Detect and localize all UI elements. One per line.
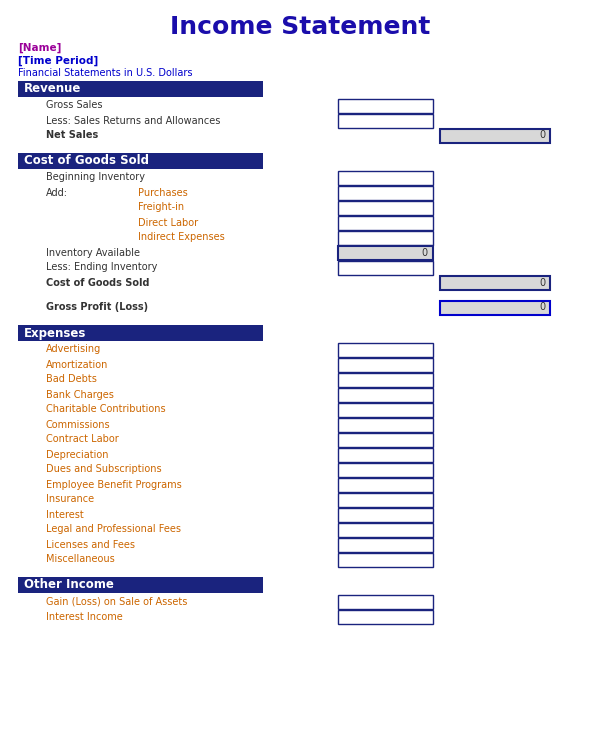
Text: Insurance: Insurance [46,494,94,504]
Text: Less: Ending Inventory: Less: Ending Inventory [46,263,157,272]
Text: 0: 0 [539,277,545,288]
Text: Commissions: Commissions [46,420,110,429]
Bar [18,325,263,341]
Text: Freight-in: Freight-in [138,202,184,212]
Bar [338,537,433,551]
Text: [Time Period]: [Time Period] [18,56,98,66]
Bar [338,231,433,245]
Text: Advertising: Advertising [46,345,101,355]
Text: Gain (Loss) on Sale of Assets: Gain (Loss) on Sale of Assets [46,596,187,607]
Text: Licenses and Fees: Licenses and Fees [46,539,135,550]
Text: Income Statement: Income Statement [170,15,430,39]
Text: Interest Income: Interest Income [46,612,123,621]
Bar [18,577,263,593]
Bar [338,463,433,477]
Bar [338,342,433,356]
Bar [338,372,433,386]
Bar [338,507,433,521]
Bar [338,185,433,199]
Text: Bank Charges: Bank Charges [46,390,114,399]
Text: Direct Labor: Direct Labor [138,218,198,228]
Text: Contract Labor: Contract Labor [46,434,119,445]
Text: Financial Statements in U.S. Dollars: Financial Statements in U.S. Dollars [18,68,193,78]
Text: Expenses: Expenses [24,326,86,339]
Bar [338,477,433,491]
Bar [338,171,433,185]
Text: Gross Profit (Loss): Gross Profit (Loss) [46,302,148,312]
Bar [338,99,433,112]
Bar [338,261,433,274]
Text: Indirect Expenses: Indirect Expenses [138,232,225,242]
Text: Less: Sales Returns and Allowances: Less: Sales Returns and Allowances [46,115,220,126]
Bar [338,215,433,229]
Bar [338,594,433,609]
Text: Dues and Subscriptions: Dues and Subscriptions [46,464,161,475]
Bar [18,81,263,97]
Bar [440,275,550,290]
Text: Employee Benefit Programs: Employee Benefit Programs [46,480,182,490]
Bar [338,358,433,372]
Bar [338,245,433,259]
Text: 0: 0 [539,131,545,140]
Text: 0: 0 [539,302,545,312]
Bar [440,301,550,315]
Bar [18,153,263,169]
Text: Bad Debts: Bad Debts [46,374,97,385]
Bar [338,493,433,507]
Text: Revenue: Revenue [24,82,82,96]
Bar [338,432,433,447]
Bar [338,402,433,417]
Text: Cost of Goods Sold: Cost of Goods Sold [24,155,149,167]
Bar [338,113,433,128]
Text: Miscellaneous: Miscellaneous [46,555,115,564]
Text: Charitable Contributions: Charitable Contributions [46,404,166,415]
Bar [338,388,433,402]
Text: Other Income: Other Income [24,578,114,591]
Bar [338,553,433,566]
Text: Depreciation: Depreciation [46,450,109,459]
Text: Add:: Add: [46,188,68,198]
Bar [338,418,433,431]
Text: Gross Sales: Gross Sales [46,101,103,110]
Text: Interest: Interest [46,510,84,520]
Bar [338,201,433,215]
Text: Beginning Inventory: Beginning Inventory [46,172,145,182]
Bar [338,610,433,623]
Text: Purchases: Purchases [138,188,188,198]
Text: [Name]: [Name] [18,43,61,53]
Text: Net Sales: Net Sales [46,131,98,140]
Bar [338,523,433,537]
Text: Amortization: Amortization [46,359,109,369]
Text: 0: 0 [422,247,428,258]
Text: Cost of Goods Sold: Cost of Goods Sold [46,277,149,288]
Text: Inventory Available: Inventory Available [46,247,140,258]
Bar [338,447,433,461]
Bar [440,128,550,142]
Text: Legal and Professional Fees: Legal and Professional Fees [46,524,181,534]
